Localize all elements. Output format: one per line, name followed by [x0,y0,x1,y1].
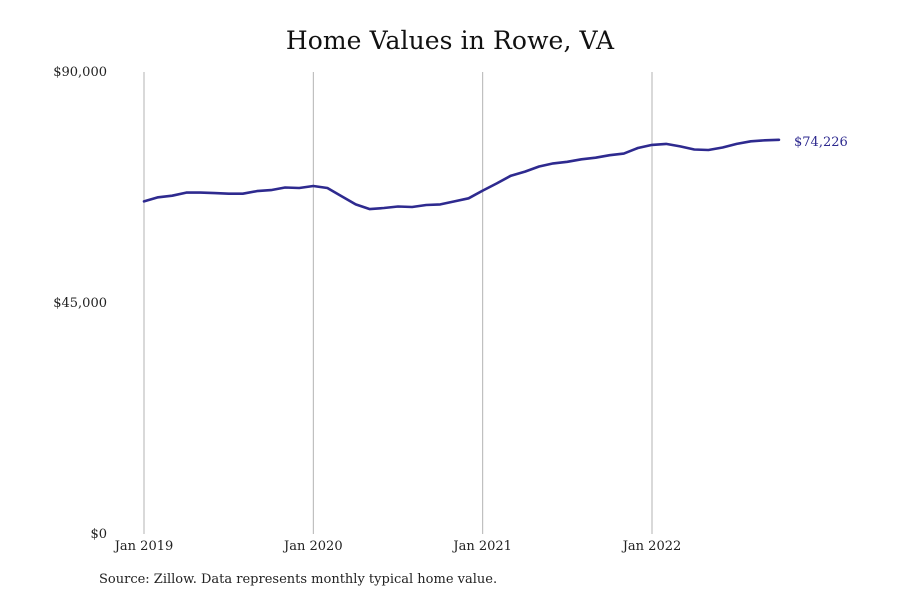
source-note: Source: Zillow. Data represents monthly … [99,572,498,587]
end-label-group: $74,226 [794,135,848,150]
chart-title: Home Values in Rowe, VA [285,26,615,55]
x-tick-label: Jan 2022 [621,539,682,554]
series-line [142,138,781,211]
x-tick-label: Jan 2020 [282,539,343,554]
x-axis: Jan 2019 Jan 2020 Jan 2021 Jan 2022 [113,539,682,554]
y-axis: $0 $45,000 $90,000 [53,65,107,542]
x-tick-label: Jan 2021 [451,539,512,554]
y-tick-label: $0 [90,527,107,542]
grid-lines [143,72,653,534]
x-tick-label: Jan 2019 [113,539,174,554]
y-tick-label: $90,000 [53,65,107,80]
end-value-label: $74,226 [794,135,848,150]
series-group [142,138,781,211]
y-tick-label: $45,000 [53,296,107,311]
